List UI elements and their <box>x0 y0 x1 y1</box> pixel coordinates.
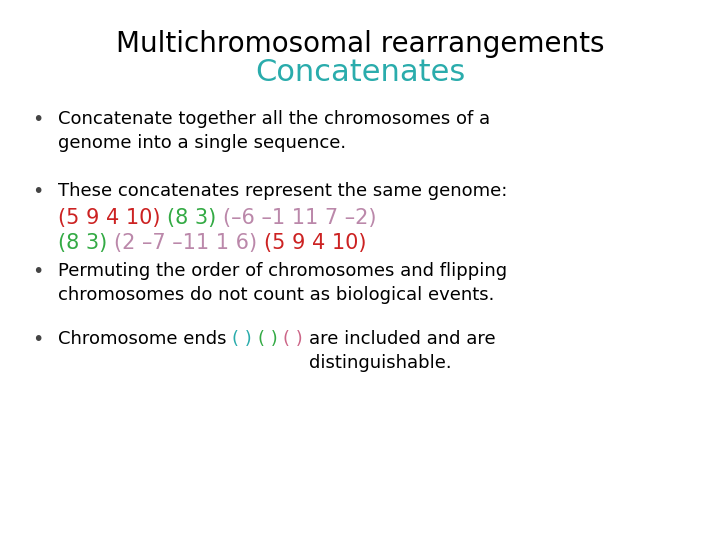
Text: Permuting the order of chromosomes and flipping
chromosomes do not count as biol: Permuting the order of chromosomes and f… <box>58 262 507 305</box>
Text: are included and are
distinguishable.: are included and are distinguishable. <box>309 330 495 372</box>
Text: These concatenates represent the same genome:: These concatenates represent the same ge… <box>58 182 508 200</box>
Text: Multichromosomal rearrangements: Multichromosomal rearrangements <box>116 30 604 58</box>
Text: (5 9 4 10): (5 9 4 10) <box>58 208 167 228</box>
Text: •: • <box>32 330 44 349</box>
Text: (–6 –1 11 7 –2): (–6 –1 11 7 –2) <box>223 208 377 228</box>
Text: Concatenate together all the chromosomes of a
genome into a single sequence.: Concatenate together all the chromosomes… <box>58 110 490 152</box>
Text: (2 –7 –11 1 6): (2 –7 –11 1 6) <box>114 233 264 253</box>
Text: (8 3): (8 3) <box>58 233 114 253</box>
Text: (5 9 4 10): (5 9 4 10) <box>264 233 366 253</box>
Text: •: • <box>32 182 44 201</box>
Text: ( ): ( ) <box>233 330 258 348</box>
Text: •: • <box>32 110 44 129</box>
Text: •: • <box>32 262 44 281</box>
Text: ( ): ( ) <box>258 330 283 348</box>
Text: Chromosome ends: Chromosome ends <box>58 330 233 348</box>
Text: ( ): ( ) <box>283 330 309 348</box>
Text: (8 3): (8 3) <box>167 208 223 228</box>
Text: Concatenates: Concatenates <box>255 58 465 87</box>
